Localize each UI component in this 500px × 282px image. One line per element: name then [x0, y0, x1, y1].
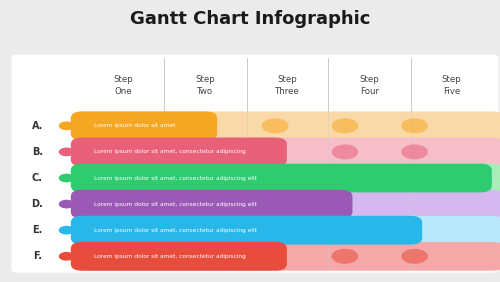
Text: Lorem ipsum dolor sit amet, consectetur adipiscing: Lorem ipsum dolor sit amet, consectetur … — [94, 149, 245, 155]
Text: B.: B. — [32, 147, 43, 157]
FancyBboxPatch shape — [71, 111, 217, 140]
Text: D.: D. — [32, 199, 44, 209]
FancyBboxPatch shape — [71, 190, 500, 219]
Text: E.: E. — [32, 225, 42, 235]
Circle shape — [262, 118, 288, 133]
Text: Lorem ipsum dolor sit amet, consectetur adipiscing: Lorem ipsum dolor sit amet, consectetur … — [94, 254, 245, 259]
FancyBboxPatch shape — [76, 54, 498, 273]
FancyBboxPatch shape — [71, 216, 422, 244]
FancyBboxPatch shape — [71, 138, 287, 166]
Circle shape — [402, 249, 428, 264]
Text: Lorem ipsum dolor sit amet: Lorem ipsum dolor sit amet — [94, 123, 175, 128]
Text: Step
Five: Step Five — [442, 75, 462, 96]
Text: A.: A. — [32, 121, 43, 131]
Circle shape — [332, 118, 358, 133]
FancyBboxPatch shape — [71, 164, 492, 192]
FancyBboxPatch shape — [12, 54, 84, 273]
FancyBboxPatch shape — [71, 138, 500, 166]
Text: Lorem ipsum dolor sit amet, consectetur adipiscing elit: Lorem ipsum dolor sit amet, consectetur … — [94, 202, 256, 207]
Text: Step
Two: Step Two — [196, 75, 216, 96]
Text: F.: F. — [33, 251, 42, 261]
Circle shape — [58, 122, 74, 130]
FancyBboxPatch shape — [71, 111, 500, 140]
FancyBboxPatch shape — [71, 190, 352, 219]
FancyBboxPatch shape — [71, 216, 500, 244]
Circle shape — [402, 118, 428, 133]
Text: Gantt Chart Infographic: Gantt Chart Infographic — [130, 10, 370, 28]
Text: Lorem ipsum dolor sit amet, consectetur adipiscing elit: Lorem ipsum dolor sit amet, consectetur … — [94, 175, 256, 180]
Text: Step
One: Step One — [114, 75, 134, 96]
Circle shape — [58, 226, 74, 235]
Circle shape — [58, 200, 74, 208]
Text: Step
Four: Step Four — [360, 75, 380, 96]
FancyBboxPatch shape — [71, 164, 500, 192]
Circle shape — [58, 252, 74, 261]
Circle shape — [58, 147, 74, 156]
Circle shape — [332, 249, 358, 264]
Text: Step
Three: Step Three — [275, 75, 300, 96]
Circle shape — [58, 174, 74, 182]
FancyBboxPatch shape — [71, 242, 500, 271]
Circle shape — [332, 144, 358, 159]
Text: Lorem ipsum dolor sit amet, consectetur adipiscing elit: Lorem ipsum dolor sit amet, consectetur … — [94, 228, 256, 233]
FancyBboxPatch shape — [71, 242, 287, 271]
Text: C.: C. — [32, 173, 43, 183]
Circle shape — [402, 144, 428, 159]
